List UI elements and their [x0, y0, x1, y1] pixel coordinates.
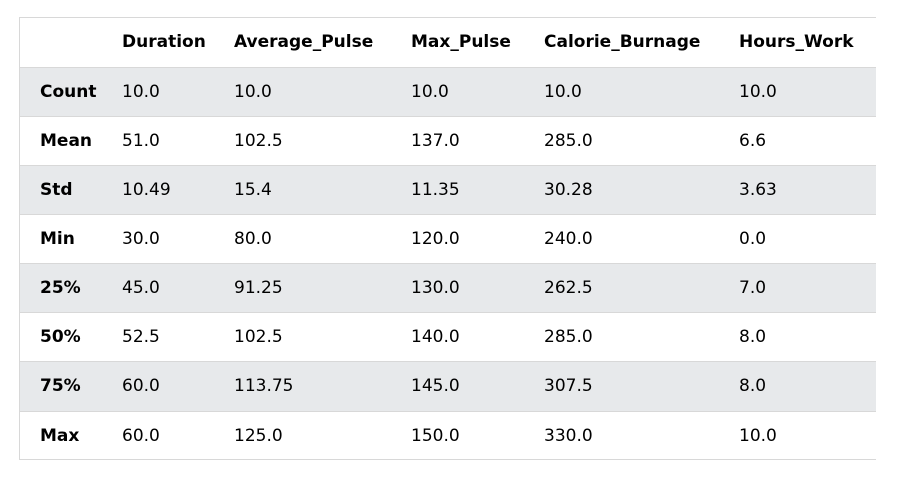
table-cell: 30.28 — [525, 165, 720, 216]
table-cell: 30.0 — [103, 214, 215, 265]
table-cell: 8.0 — [720, 312, 876, 363]
table-cell: 140.0 — [392, 312, 525, 363]
table-cell: 240.0 — [525, 214, 720, 265]
table-cell: 113.75 — [215, 361, 392, 412]
row-label: Max — [40, 425, 80, 446]
table-cell: 11.35 — [392, 165, 525, 216]
table-cell: 102.5 — [215, 116, 392, 166]
table-cell: 45.0 — [103, 263, 215, 314]
table-row: Max 60.0 125.0 150.0 330.0 10.0 — [20, 411, 876, 459]
table-cell: 3.63 — [720, 165, 876, 216]
table-cell: 307.5 — [525, 361, 720, 412]
table-row: 25% 45.0 91.25 130.0 262.5 7.0 — [20, 263, 876, 314]
table-cell: 102.5 — [215, 312, 392, 363]
table-cell: 125.0 — [234, 425, 283, 446]
table-cell: 145.0 — [392, 361, 525, 412]
table-cell: 10.0 — [103, 67, 215, 117]
table-cell: 137.0 — [392, 116, 525, 166]
table-cell: 330.0 — [544, 425, 593, 446]
table-cell: 7.0 — [720, 263, 876, 314]
table-cell: 52.5 — [103, 312, 215, 363]
column-header-calorie-burnage: Calorie_Burnage — [525, 18, 720, 68]
table-header-row: Duration Average_Pulse Max_Pulse Calorie… — [20, 18, 876, 68]
table-cell: 15.4 — [215, 165, 392, 216]
table-cell: 6.6 — [720, 116, 876, 166]
table-cell: 10.0 — [525, 67, 720, 117]
table-cell: 0.0 — [720, 214, 876, 265]
row-label: 75% — [20, 361, 103, 412]
row-label: 25% — [20, 263, 103, 314]
table-cell: 120.0 — [392, 214, 525, 265]
column-header-duration: Duration — [103, 18, 215, 68]
table-cell: 285.0 — [525, 116, 720, 166]
table-cell: 60.0 — [122, 425, 160, 446]
table-cell: 130.0 — [392, 263, 525, 314]
table-cell: 262.5 — [525, 263, 720, 314]
table-cell: 285.0 — [525, 312, 720, 363]
table-cell: 10.49 — [103, 165, 215, 216]
table-cell: 8.0 — [720, 361, 876, 412]
table-cell: 10.0 — [739, 425, 777, 446]
row-label: Count — [20, 67, 103, 117]
row-label: Mean — [20, 116, 103, 166]
table-row: Min 30.0 80.0 120.0 240.0 0.0 — [20, 214, 876, 265]
table-cell: 10.0 — [392, 67, 525, 117]
table-row: 50% 52.5 102.5 140.0 285.0 8.0 — [20, 312, 876, 363]
row-label: Std — [20, 165, 103, 216]
table-cell: 80.0 — [215, 214, 392, 265]
table-cell: 60.0 — [103, 361, 215, 412]
column-header-max-pulse: Max_Pulse — [392, 18, 525, 68]
column-header-average-pulse: Average_Pulse — [215, 18, 392, 68]
table-cell: 91.25 — [215, 263, 392, 314]
table-row: Mean 51.0 102.5 137.0 285.0 6.6 — [20, 116, 876, 166]
table-row: Count 10.0 10.0 10.0 10.0 10.0 — [20, 67, 876, 117]
column-header-hours-work: Hours_Work — [720, 18, 876, 68]
table-cell: 150.0 — [411, 425, 460, 446]
table-cell: 10.0 — [215, 67, 392, 117]
header-corner-cell — [20, 18, 103, 68]
table-cell: 51.0 — [103, 116, 215, 166]
row-label: Min — [20, 214, 103, 265]
statistics-table-container: Duration Average_Pulse Max_Pulse Calorie… — [19, 17, 876, 460]
table-cell: 10.0 — [720, 67, 876, 117]
table-row: Std 10.49 15.4 11.35 30.28 3.63 — [20, 165, 876, 216]
statistics-table: Duration Average_Pulse Max_Pulse Calorie… — [20, 18, 876, 459]
row-label: 50% — [20, 312, 103, 363]
table-row: 75% 60.0 113.75 145.0 307.5 8.0 — [20, 361, 876, 412]
